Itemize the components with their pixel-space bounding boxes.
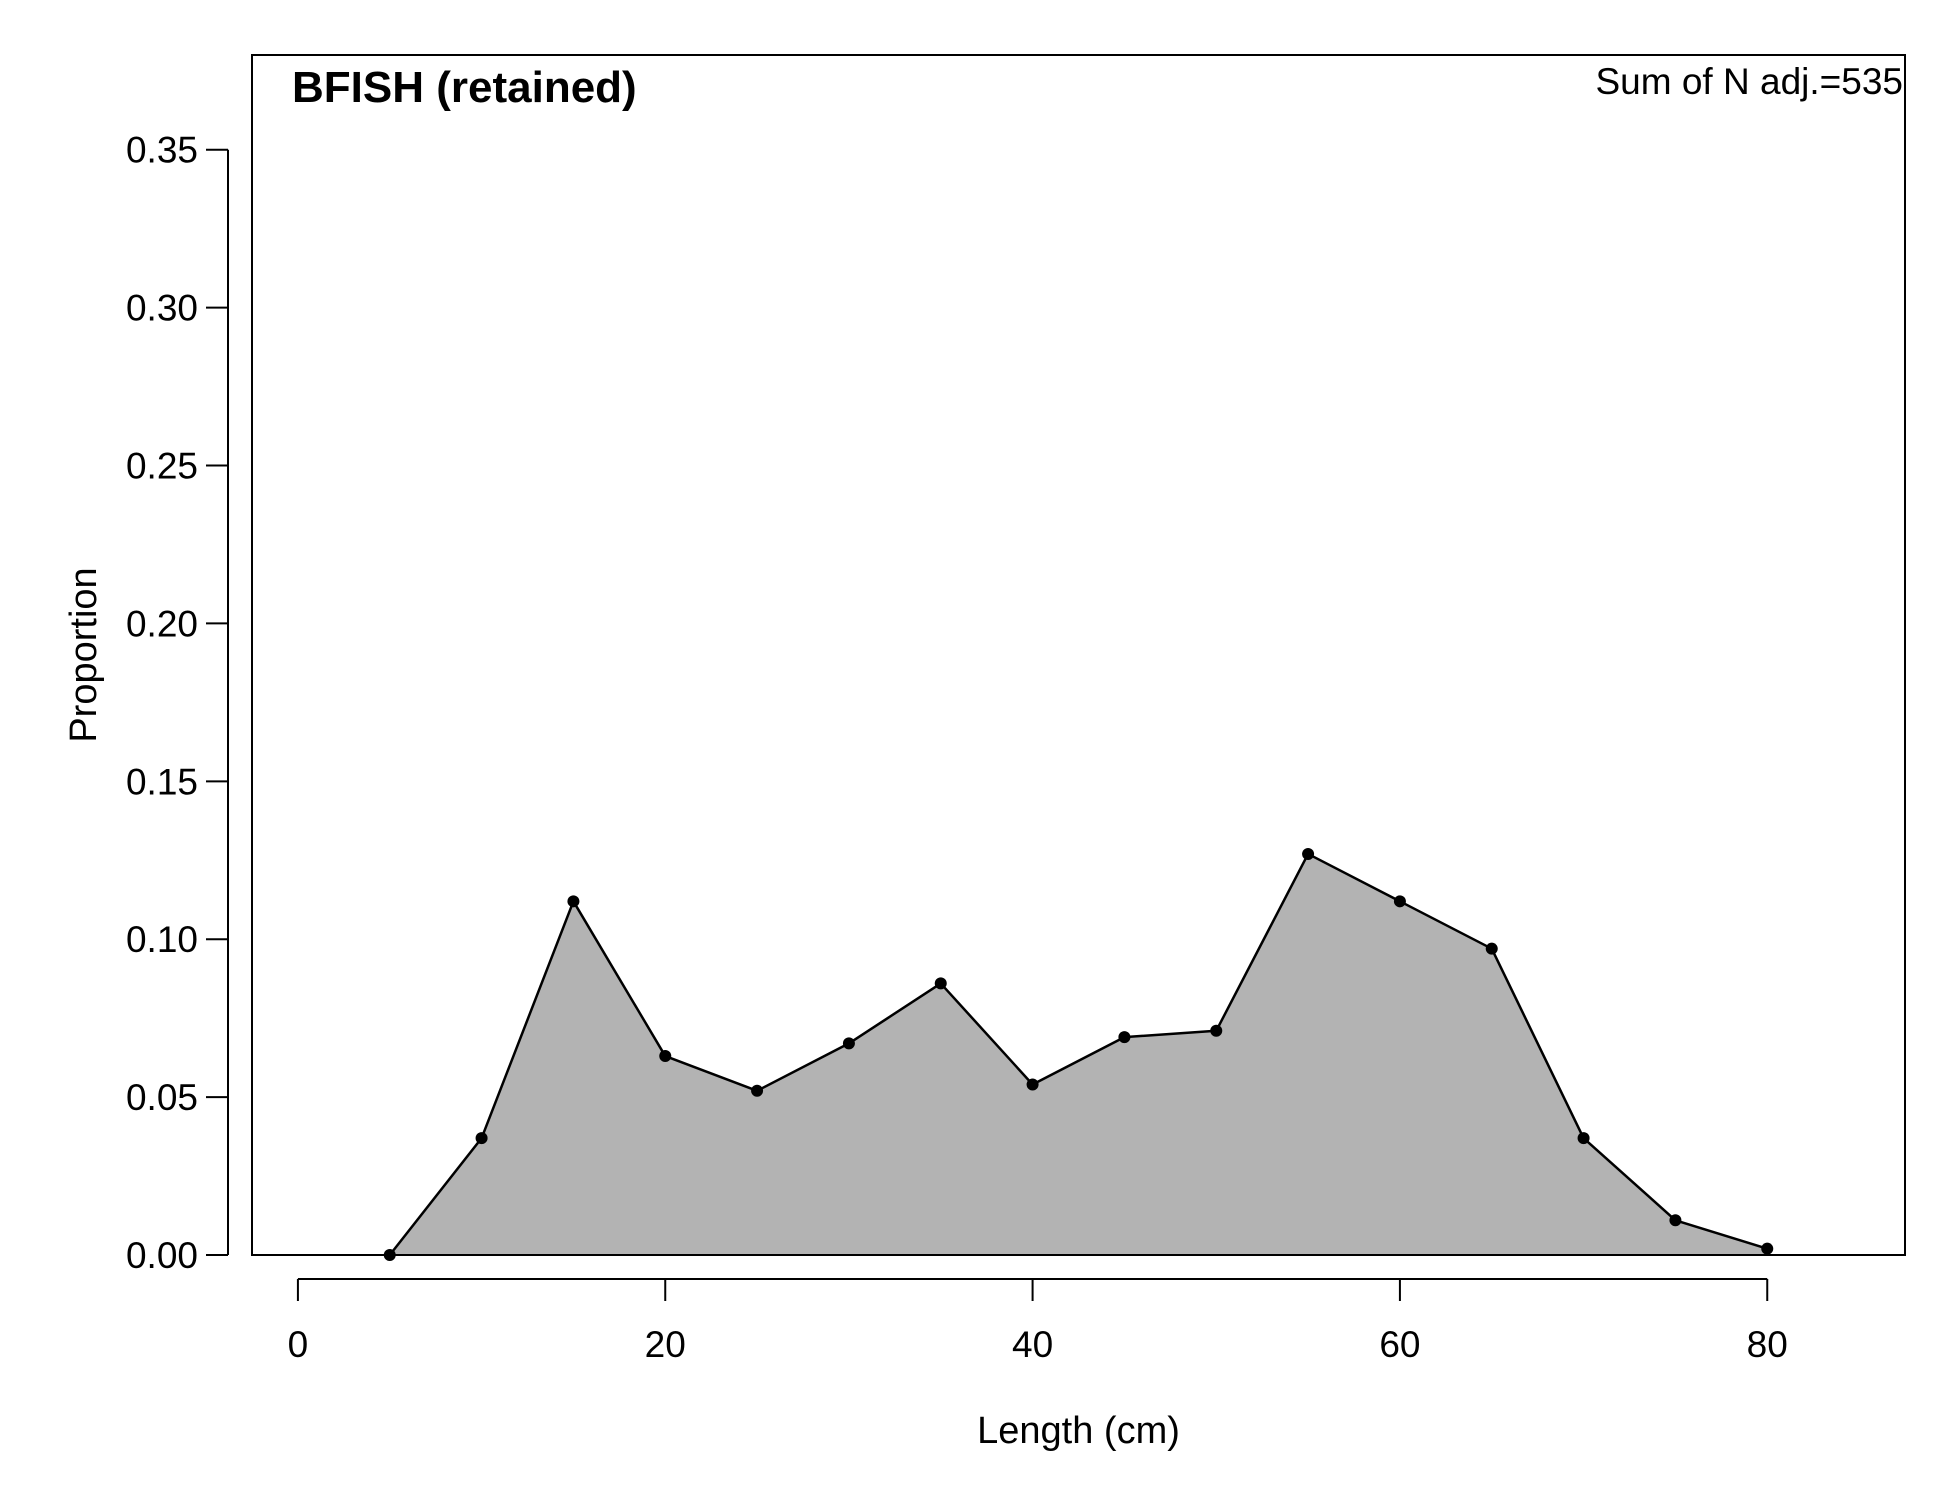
y-tick-label: 0.10 (126, 919, 198, 960)
data-point (1026, 1078, 1039, 1091)
data-point (842, 1037, 855, 1050)
data-point (1118, 1031, 1131, 1044)
y-tick-label: 0.20 (126, 603, 198, 644)
plot-frame (251, 54, 1906, 1256)
x-axis-label: Length (cm) (977, 1410, 1180, 1452)
axes-layer: 0.00 0.05 0.10 0.15 0.20 0.25 0.30 0.35 0 20 40 60 8… (126, 130, 1788, 1365)
data-point (659, 1050, 672, 1063)
chart-title: BFISH (retained) (292, 63, 637, 112)
area-fill (389, 853, 1768, 1255)
data-point (1669, 1214, 1682, 1227)
data-point (567, 895, 580, 908)
data-point (1577, 1132, 1590, 1145)
data-point (934, 977, 947, 990)
x-tick-label: 40 (1012, 1324, 1053, 1365)
y-tick-label: 0.00 (126, 1235, 198, 1276)
series-line (388, 852, 1768, 1256)
y-tick-label: 0.15 (126, 761, 198, 802)
points-layer (383, 847, 1774, 1261)
x-tick-label: 20 (645, 1324, 686, 1365)
data-point (1302, 847, 1315, 860)
y-tick-label: 0.05 (126, 1077, 198, 1118)
data-point (1761, 1242, 1774, 1255)
data-point (1210, 1024, 1223, 1037)
sum-annotation: Sum of N adj.=535 (1596, 61, 1904, 102)
x-tick-label: 60 (1379, 1324, 1420, 1365)
y-tick-label: 0.30 (126, 288, 198, 329)
area-layer (388, 852, 1768, 1256)
y-tick-label: 0.25 (126, 446, 198, 487)
data-point (1393, 895, 1406, 908)
x-tick-label: 80 (1747, 1324, 1788, 1365)
data-point (751, 1084, 764, 1097)
data-point (475, 1132, 488, 1145)
y-tick-label: 0.35 (126, 130, 198, 171)
data-point (1485, 942, 1498, 955)
x-tick-label: 0 (288, 1324, 309, 1365)
y-axis-label: Proportion (63, 567, 105, 742)
